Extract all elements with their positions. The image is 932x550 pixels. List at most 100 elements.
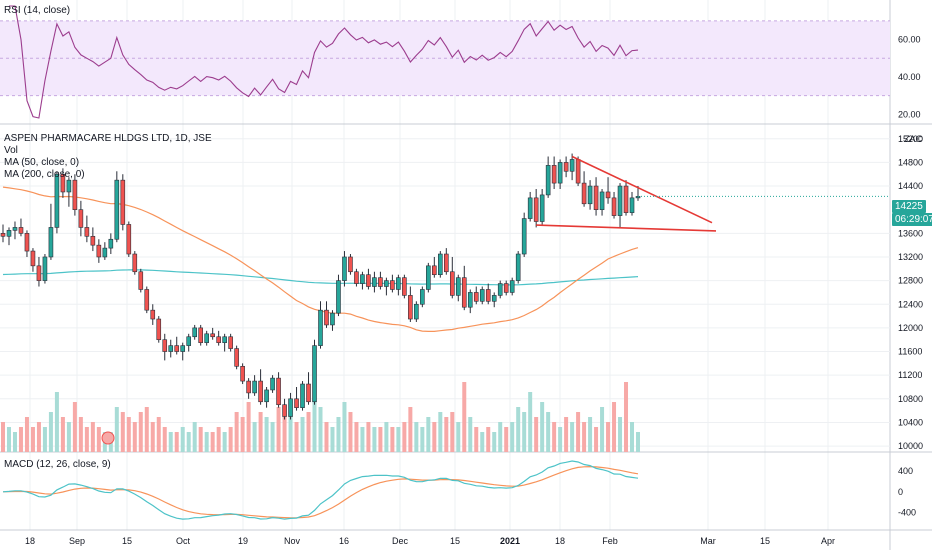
candle-body [330, 312, 335, 326]
x-tick-label: Nov [284, 536, 301, 546]
volume-bar [492, 432, 497, 452]
candle-body [378, 277, 383, 287]
volume-bar [216, 427, 221, 452]
rsi-title: RSI (14, close) [4, 5, 71, 16]
candle-body [204, 333, 209, 343]
volume-bar [498, 422, 503, 452]
candle-body [605, 191, 611, 199]
candle-body [324, 309, 329, 326]
volume-bar [504, 427, 509, 452]
volume-bar [84, 427, 89, 452]
volume-bar [42, 427, 47, 452]
volume-bar [312, 397, 317, 452]
volume-bar [630, 422, 635, 452]
candle-body [168, 345, 174, 352]
volume-bar [288, 412, 293, 452]
price-tick-label: 12800 [898, 276, 923, 286]
macd-title: MACD (12, 26, close, 9) [4, 459, 111, 470]
macd-tick-label: 400 [898, 466, 913, 476]
volume-bar [282, 417, 287, 452]
volume-bar [420, 427, 425, 452]
rsi-line [9, 5, 639, 119]
volume-bar [60, 417, 65, 452]
candle-body [438, 253, 443, 276]
volume-bar [1, 422, 5, 452]
volume-bar [510, 422, 515, 452]
currency-label: ZAC [904, 134, 922, 144]
volume-bar [444, 417, 449, 452]
volume-bar [342, 402, 347, 452]
price-tick-label: 10000 [898, 441, 923, 451]
volume-bar [486, 427, 491, 452]
volume-bar [576, 412, 581, 452]
candle-body [216, 336, 221, 343]
volume-bar [18, 427, 23, 452]
indicator-label-ma200: MA (200, close, 0) [4, 169, 85, 180]
volume-bar [48, 412, 53, 452]
volume-bar [564, 417, 569, 452]
candle-body [479, 289, 485, 302]
candle-body [336, 280, 341, 314]
price-tick-label: 13600 [898, 228, 923, 238]
candle-body [132, 253, 138, 273]
volume-bar [372, 427, 377, 452]
candle-body [491, 295, 497, 302]
volume-bar [468, 417, 473, 452]
volume-bar [114, 407, 119, 452]
volume-bar [210, 432, 215, 452]
volume-bar [450, 412, 455, 452]
candle-body [527, 197, 533, 219]
volume-bar [132, 422, 137, 452]
candle-body [569, 159, 575, 172]
candle-body [414, 303, 419, 320]
volume-bar [246, 402, 251, 452]
candle-body [294, 398, 299, 408]
volume-bar [360, 427, 365, 452]
volume-bar [66, 422, 71, 452]
rsi-tick-label: 40.00 [898, 72, 921, 82]
x-tick-label: 15 [760, 536, 770, 546]
candle-body [252, 380, 257, 394]
rsi-tick-label: 60.00 [898, 35, 921, 45]
candle-body [354, 271, 359, 284]
candle-body [366, 274, 371, 287]
candle-body [342, 256, 347, 281]
candle-body [258, 380, 263, 403]
volume-bar [54, 392, 59, 452]
candle-body [426, 265, 431, 290]
volume-bar [390, 427, 395, 452]
candle-body [455, 277, 461, 296]
volume-bar [96, 427, 101, 452]
volume-bar [456, 422, 461, 452]
candle-body [611, 197, 617, 216]
price-tick-label: 11600 [898, 347, 922, 357]
volume-bar [336, 417, 341, 452]
candle-body [54, 173, 60, 228]
last-price-badge: 14225 [892, 200, 926, 213]
candle-body [234, 348, 239, 367]
volume-bar [306, 412, 311, 452]
volume-bar [30, 427, 35, 452]
volume-bar [612, 402, 617, 452]
volume-bar [384, 422, 389, 452]
candle-body [210, 333, 215, 338]
candle-body [545, 165, 551, 196]
volume-bar [24, 417, 29, 452]
macd-signal-line [2, 465, 639, 519]
x-tick-label: 15 [450, 536, 460, 546]
x-tick-label: 15 [122, 536, 132, 546]
price-tick-label: 14400 [898, 181, 923, 191]
countdown-badge: 06:29:07 [892, 213, 932, 226]
volume-bar [534, 417, 539, 452]
x-tick-label: 16 [339, 536, 349, 546]
volume-bar [168, 432, 173, 452]
volume-bar [366, 422, 371, 452]
volume-bar [144, 407, 149, 452]
candle-body [36, 265, 42, 281]
volume-bar [222, 432, 227, 452]
volume-bar [90, 422, 95, 452]
volume-bar [474, 427, 479, 452]
volume-bar [270, 422, 275, 452]
volume-bar [72, 402, 77, 452]
